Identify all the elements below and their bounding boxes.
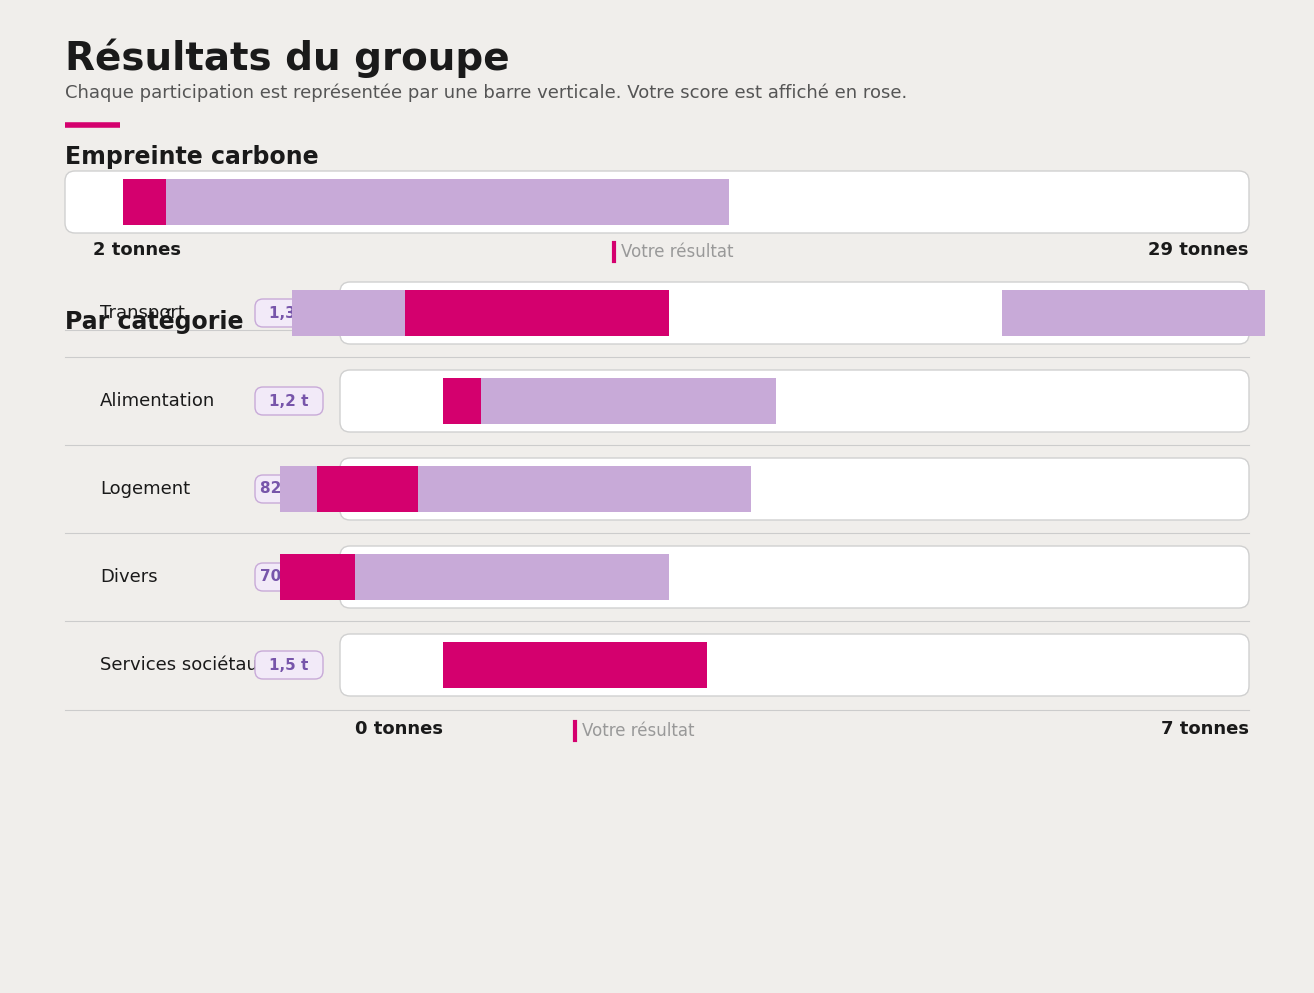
Bar [355, 554, 619, 600]
FancyBboxPatch shape [255, 563, 323, 591]
Bar [280, 466, 544, 512]
Bar [405, 554, 669, 600]
Text: 7 tonnes: 7 tonnes [1162, 720, 1250, 738]
Text: 1,2 t: 1,2 t [269, 393, 309, 408]
FancyBboxPatch shape [255, 387, 323, 415]
FancyBboxPatch shape [340, 282, 1250, 344]
Bar [280, 554, 544, 600]
Bar [487, 466, 750, 512]
Text: Logement: Logement [100, 480, 191, 498]
Bar [481, 378, 744, 424]
Text: Votre résultat: Votre résultat [582, 722, 694, 740]
FancyBboxPatch shape [340, 458, 1250, 520]
Text: Transport: Transport [100, 304, 185, 322]
FancyBboxPatch shape [64, 171, 1250, 233]
Text: Moyenne :: Moyenne : [280, 303, 367, 321]
Text: 1,5 t: 1,5 t [269, 657, 309, 672]
Text: Résultats du groupe: Résultats du groupe [64, 38, 510, 77]
FancyBboxPatch shape [340, 370, 1250, 432]
Text: 708 kg: 708 kg [260, 570, 318, 585]
Text: 0 tonnes: 0 tonnes [355, 720, 443, 738]
Bar [380, 554, 644, 600]
FancyBboxPatch shape [340, 546, 1250, 608]
Bar [512, 378, 775, 424]
Bar [499, 179, 729, 225]
FancyBboxPatch shape [255, 651, 323, 679]
Text: Services sociétaux: Services sociétaux [100, 656, 268, 674]
Bar [443, 466, 707, 512]
Bar [124, 179, 468, 225]
Bar [348, 290, 612, 336]
FancyBboxPatch shape [340, 634, 1250, 696]
Bar [443, 378, 707, 424]
Bar [1001, 290, 1265, 336]
Bar [292, 290, 556, 336]
Text: 29 tonnes: 29 tonnes [1148, 241, 1250, 259]
Text: Par catégorie: Par catégorie [64, 308, 243, 334]
Bar [468, 466, 732, 512]
Bar [443, 642, 707, 688]
FancyBboxPatch shape [255, 475, 323, 503]
Bar [192, 179, 536, 225]
Bar [166, 179, 510, 225]
Text: Alimentation: Alimentation [100, 392, 215, 410]
Text: 828 kg: 828 kg [260, 482, 318, 496]
Text: Divers: Divers [100, 568, 158, 586]
Text: Votre résultat: Votre résultat [622, 243, 735, 261]
Text: Chaque participation est représentée par une barre verticale. Votre score est af: Chaque participation est représentée par… [64, 83, 907, 101]
Text: 2 tonnes: 2 tonnes [93, 241, 181, 259]
Bar [275, 179, 505, 225]
Text: 1,3 t: 1,3 t [269, 306, 309, 321]
FancyBboxPatch shape [255, 299, 323, 327]
Bar [317, 466, 581, 512]
Bar [405, 290, 669, 336]
Bar [368, 290, 631, 336]
Bar [418, 466, 682, 512]
Text: Empreinte carbone: Empreinte carbone [64, 145, 318, 169]
